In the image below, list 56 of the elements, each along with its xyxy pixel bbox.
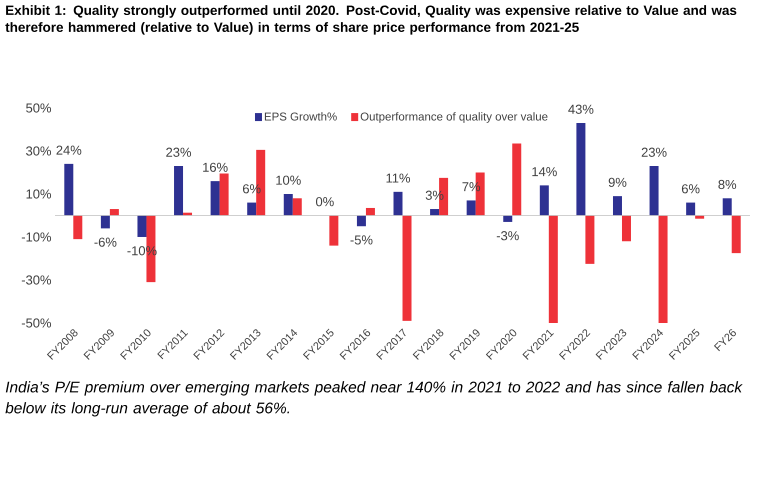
- y-tick-label: 30%: [26, 146, 52, 156]
- bar: [110, 209, 119, 216]
- data-label: 10%: [276, 176, 301, 185]
- chart-title: Exhibit 1: Quality strongly outperformed until 2020. Post-Covid, Quality was expensive relative to Value and was therefore hammered (relative to Value) in terms of share price performance from 2021-25: [5, 5, 736, 35]
- y-tick-label: 10%: [26, 189, 52, 199]
- bar: [210, 181, 220, 216]
- bar: [503, 215, 512, 222]
- bar: [585, 215, 594, 264]
- bar: [174, 166, 184, 216]
- bar: [64, 164, 74, 216]
- bar: [576, 123, 586, 216]
- bar: [512, 143, 522, 216]
- bar: [247, 202, 256, 216]
- bar: [650, 166, 659, 216]
- y-tick-label: -10%: [22, 232, 52, 242]
- bar: [466, 200, 476, 216]
- legend-label: Outperformance of quality over value: [360, 112, 548, 123]
- data-label: -6%: [94, 238, 116, 247]
- y-tick-label: 50%: [26, 103, 52, 113]
- data-label: 0%: [316, 197, 334, 206]
- bar: [394, 192, 403, 216]
- bar: [402, 215, 412, 321]
- bar: [430, 209, 440, 216]
- bar: [612, 196, 622, 216]
- bar: [220, 174, 229, 216]
- bar: [658, 215, 668, 323]
- bar: [732, 215, 741, 254]
- data-label: 6%: [682, 184, 700, 194]
- bar: [329, 215, 338, 246]
- y-tick-label: -50%: [22, 318, 52, 328]
- data-label: 9%: [608, 178, 626, 187]
- bar: [292, 198, 302, 216]
- bar: [722, 198, 732, 216]
- data-label: 14%: [532, 167, 557, 176]
- data-label: -5%: [350, 235, 372, 245]
- data-label: 24%: [56, 146, 82, 155]
- bar: [622, 215, 631, 242]
- y-tick-label: -30%: [22, 275, 52, 285]
- data-label: 23%: [166, 148, 192, 157]
- bar: [686, 202, 696, 216]
- bar: [100, 215, 110, 228]
- text: India’s P/E premium over emerging markets peaked near 140% in 2021 to 2022 and has since fallen back below its long-run average of about 56%.: [5, 381, 743, 416]
- bar: [366, 208, 375, 216]
- data-label: 23%: [642, 148, 667, 157]
- data-label: 11%: [386, 174, 410, 183]
- data-label: 16%: [203, 162, 228, 172]
- data-label: 43%: [568, 104, 594, 114]
- bar: [540, 185, 549, 216]
- data-label: 8%: [718, 180, 736, 190]
- bar: [73, 215, 82, 240]
- legend-label: EPS Growth%: [264, 112, 337, 121]
- bar: [137, 215, 146, 237]
- data-label: -3%: [496, 231, 519, 240]
- bar: [356, 215, 366, 226]
- bar: [548, 215, 558, 323]
- bar: [284, 194, 293, 216]
